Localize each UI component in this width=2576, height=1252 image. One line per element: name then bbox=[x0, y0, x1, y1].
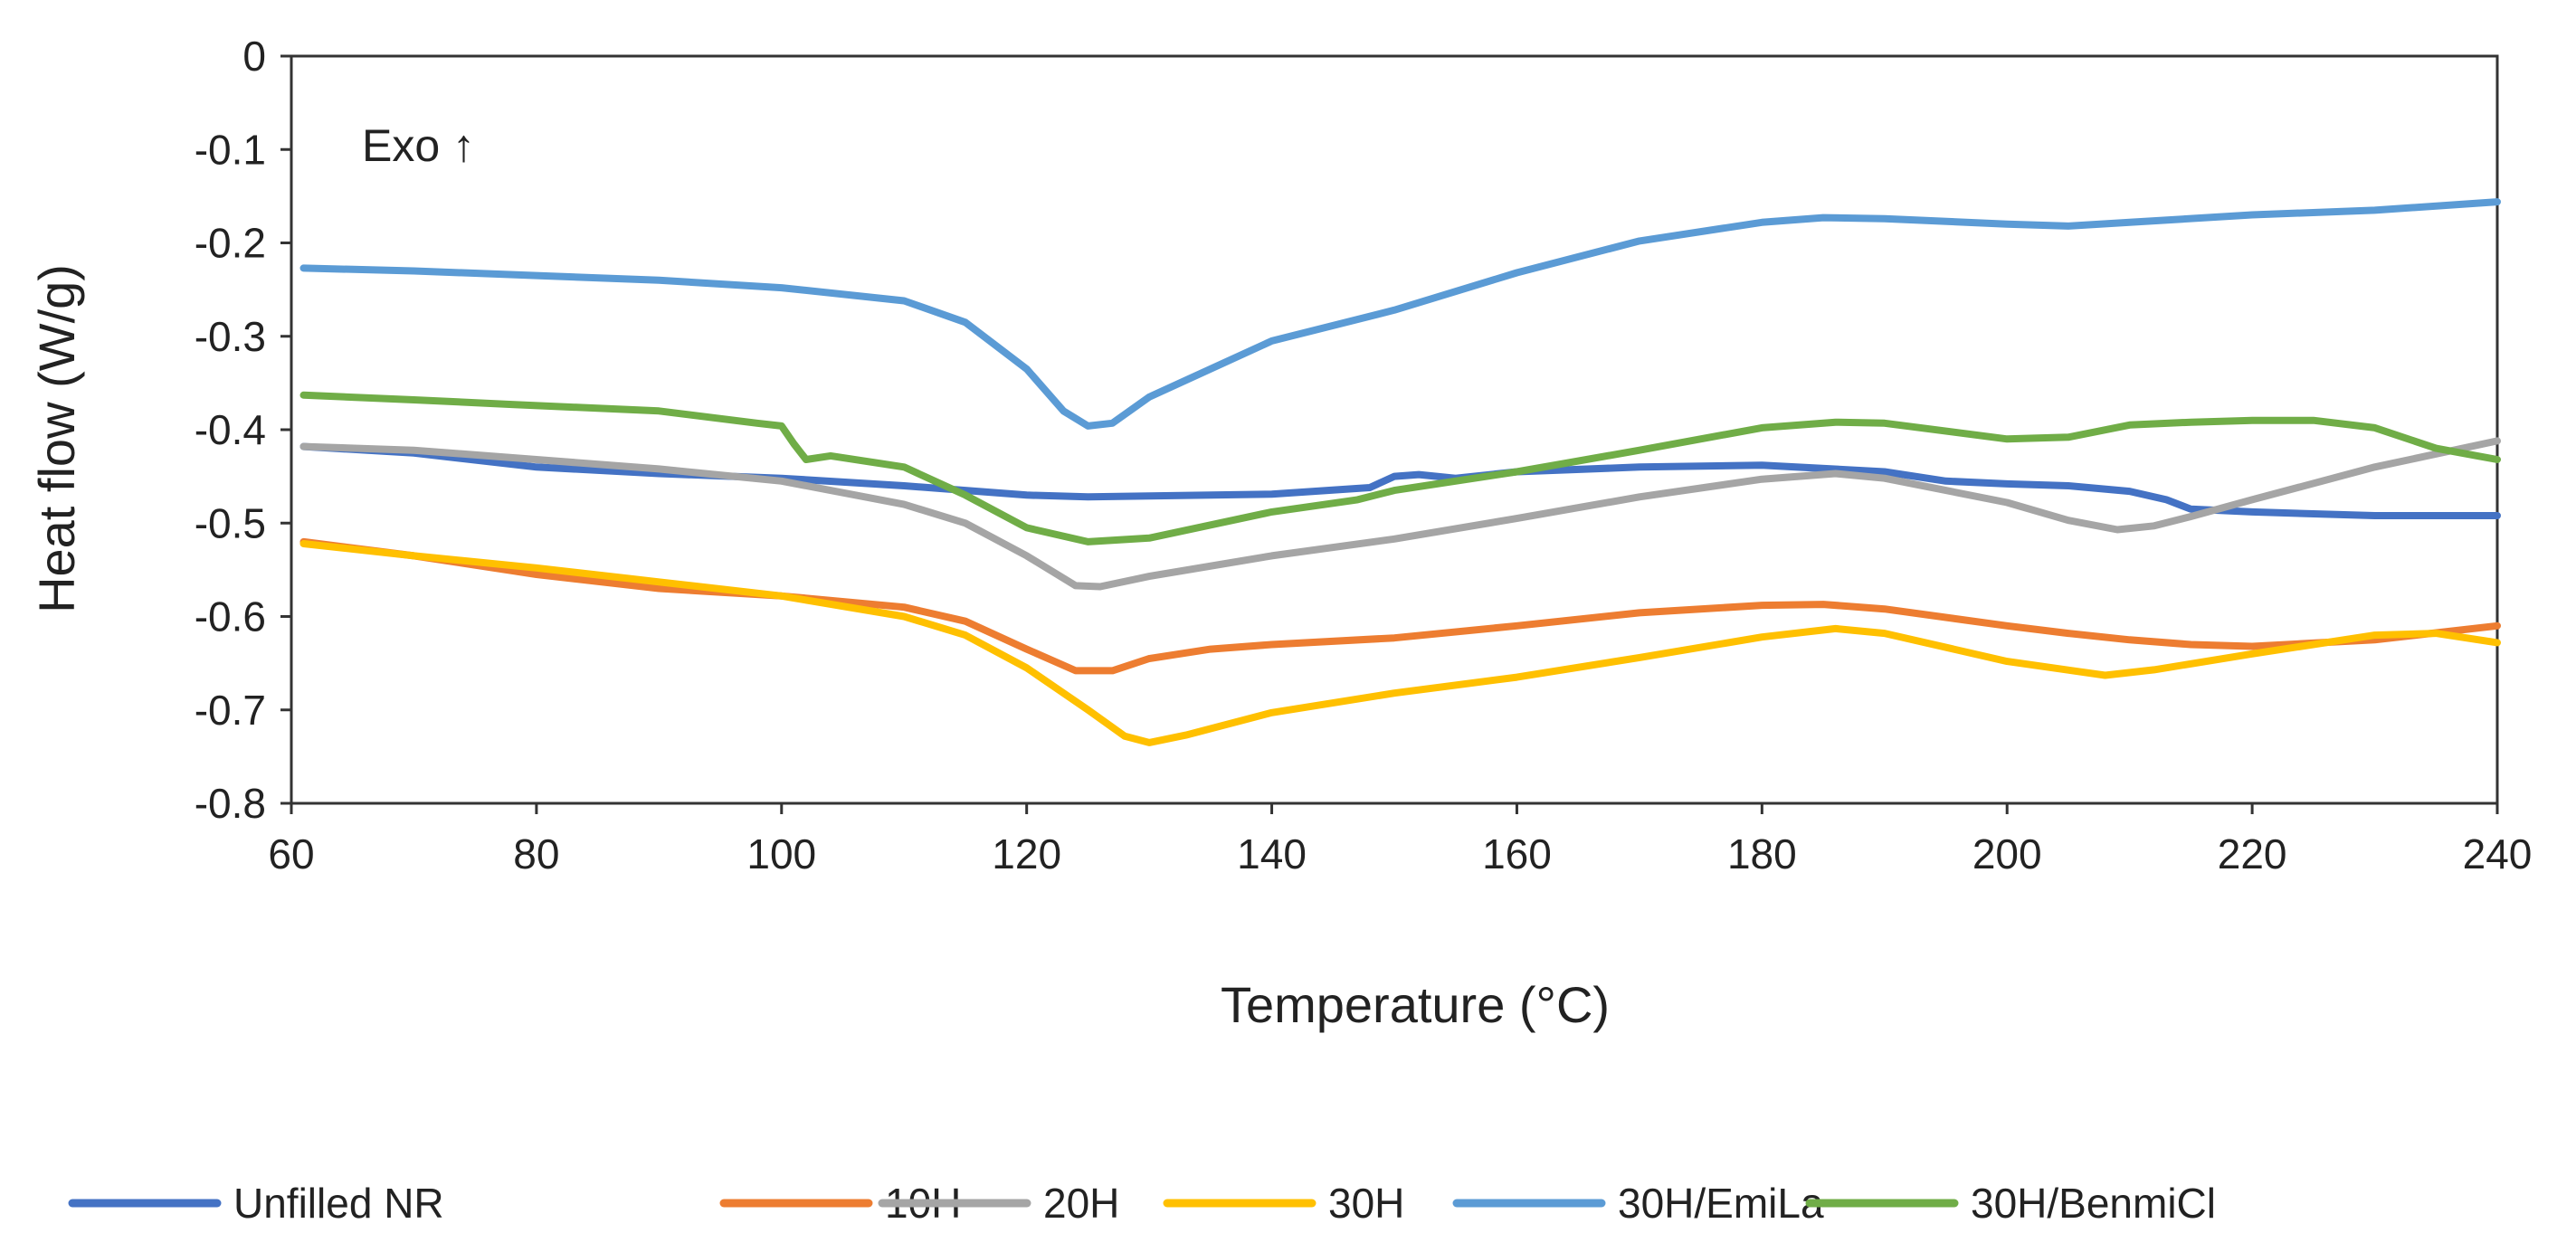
legend-label-30h-benmicl: 30H/BenmiCl bbox=[1971, 1180, 2216, 1227]
series-line-10h bbox=[299, 537, 2501, 675]
y-tick-label: -0.6 bbox=[195, 593, 266, 640]
y-tick-label: -0.8 bbox=[195, 780, 266, 827]
series-line-30h-benmicl bbox=[299, 391, 2501, 545]
x-tick-label: 120 bbox=[992, 830, 1061, 877]
x-tick-label: 240 bbox=[2463, 830, 2533, 877]
x-tick-label: 80 bbox=[513, 830, 559, 877]
x-tick-label: 60 bbox=[268, 830, 314, 877]
y-tick-label: 0 bbox=[242, 33, 266, 80]
x-tick-label: 220 bbox=[2218, 830, 2287, 877]
x-axis-ticks: 60 80 100 120 140 160 180 200 220 240 bbox=[268, 803, 2532, 877]
y-tick-label: -0.7 bbox=[195, 687, 266, 734]
y-tick-label: -0.2 bbox=[195, 220, 266, 267]
y-tick-label: -0.5 bbox=[195, 499, 266, 546]
series-line-30h bbox=[299, 540, 2501, 746]
x-tick-label: 100 bbox=[746, 830, 816, 877]
legend: Unfilled NR 10H 20H 30H 30H/EmiLa 30H/BenmiCl bbox=[68, 1180, 2216, 1227]
y-tick-label: -0.4 bbox=[195, 406, 266, 453]
exo-annotation: Exo ↑ bbox=[362, 120, 475, 171]
series-line-20h bbox=[299, 437, 2501, 591]
x-tick-label: 160 bbox=[1482, 830, 1552, 877]
y-axis-ticks: 0 -0.1 -0.2 -0.3 -0.4 -0.5 -0.6 -0.7 -0.8 bbox=[195, 33, 291, 827]
x-tick-label: 180 bbox=[1727, 830, 1797, 877]
legend-label-30h-emila: 30H/EmiLa bbox=[1618, 1180, 1824, 1227]
y-tick-label: -0.1 bbox=[195, 126, 266, 173]
y-axis-title: Heat flow (W/g) bbox=[28, 264, 85, 613]
legend-label-unfilled-nr: Unfilled NR bbox=[233, 1180, 444, 1227]
y-tick-label: -0.3 bbox=[195, 313, 266, 360]
x-axis-title: Temperature (°C) bbox=[1221, 976, 1610, 1033]
series-line-unfilled-nr bbox=[299, 442, 2501, 519]
series-lines bbox=[299, 198, 2501, 746]
x-tick-label: 140 bbox=[1237, 830, 1307, 877]
x-tick-label: 200 bbox=[1972, 830, 2042, 877]
legend-label-30h: 30H bbox=[1328, 1180, 1404, 1227]
legend-label-20h: 20H bbox=[1043, 1180, 1119, 1227]
series-line-30h-emila bbox=[299, 198, 2501, 430]
